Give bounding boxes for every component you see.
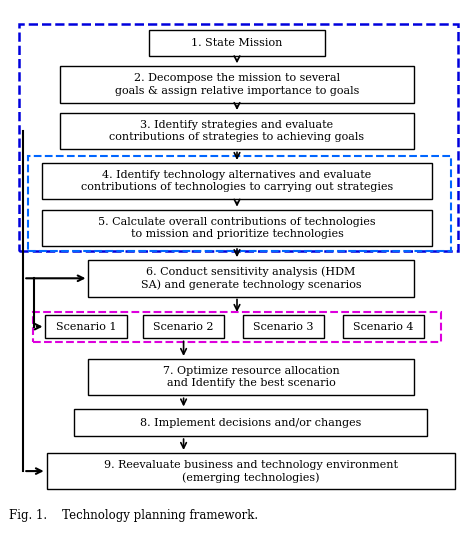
Text: Scenario 4: Scenario 4 — [353, 322, 414, 332]
Text: 8. Implement decisions and/or changes: 8. Implement decisions and/or changes — [140, 418, 362, 428]
Text: 1. State Mission: 1. State Mission — [191, 38, 283, 48]
FancyBboxPatch shape — [243, 315, 324, 339]
FancyBboxPatch shape — [42, 163, 432, 199]
FancyBboxPatch shape — [46, 453, 456, 489]
Text: 2. Decompose the mission to several
goals & assign relative importance to goals: 2. Decompose the mission to several goal… — [115, 73, 359, 95]
Text: 6. Conduct sensitivity analysis (HDM
SA) and generate technology scenarios: 6. Conduct sensitivity analysis (HDM SA)… — [141, 266, 361, 290]
Text: 4. Identify technology alternatives and evaluate
contributions of technologies t: 4. Identify technology alternatives and … — [81, 170, 393, 192]
Text: Scenario 3: Scenario 3 — [253, 322, 314, 332]
FancyBboxPatch shape — [343, 315, 424, 339]
FancyBboxPatch shape — [61, 113, 413, 150]
Text: Scenario 1: Scenario 1 — [56, 322, 116, 332]
FancyBboxPatch shape — [143, 315, 224, 339]
FancyBboxPatch shape — [88, 260, 413, 296]
Text: Scenario 2: Scenario 2 — [153, 322, 214, 332]
FancyBboxPatch shape — [74, 409, 428, 436]
FancyBboxPatch shape — [46, 315, 127, 339]
FancyBboxPatch shape — [61, 66, 413, 102]
Text: 9. Reevaluate business and technology environment
(emerging technologies): 9. Reevaluate business and technology en… — [104, 460, 398, 483]
Text: 5. Calculate overall contributions of technologies
to mission and prioritize tec: 5. Calculate overall contributions of te… — [98, 216, 376, 239]
FancyBboxPatch shape — [88, 359, 413, 395]
Text: Fig. 1.    Technology planning framework.: Fig. 1. Technology planning framework. — [9, 509, 258, 522]
FancyBboxPatch shape — [149, 30, 325, 56]
Text: 7. Optimize resource allocation
and Identify the best scenario: 7. Optimize resource allocation and Iden… — [163, 366, 339, 389]
Text: 3. Identify strategies and evaluate
contributions of strategies to achieving goa: 3. Identify strategies and evaluate cont… — [109, 120, 365, 142]
FancyBboxPatch shape — [42, 209, 432, 246]
